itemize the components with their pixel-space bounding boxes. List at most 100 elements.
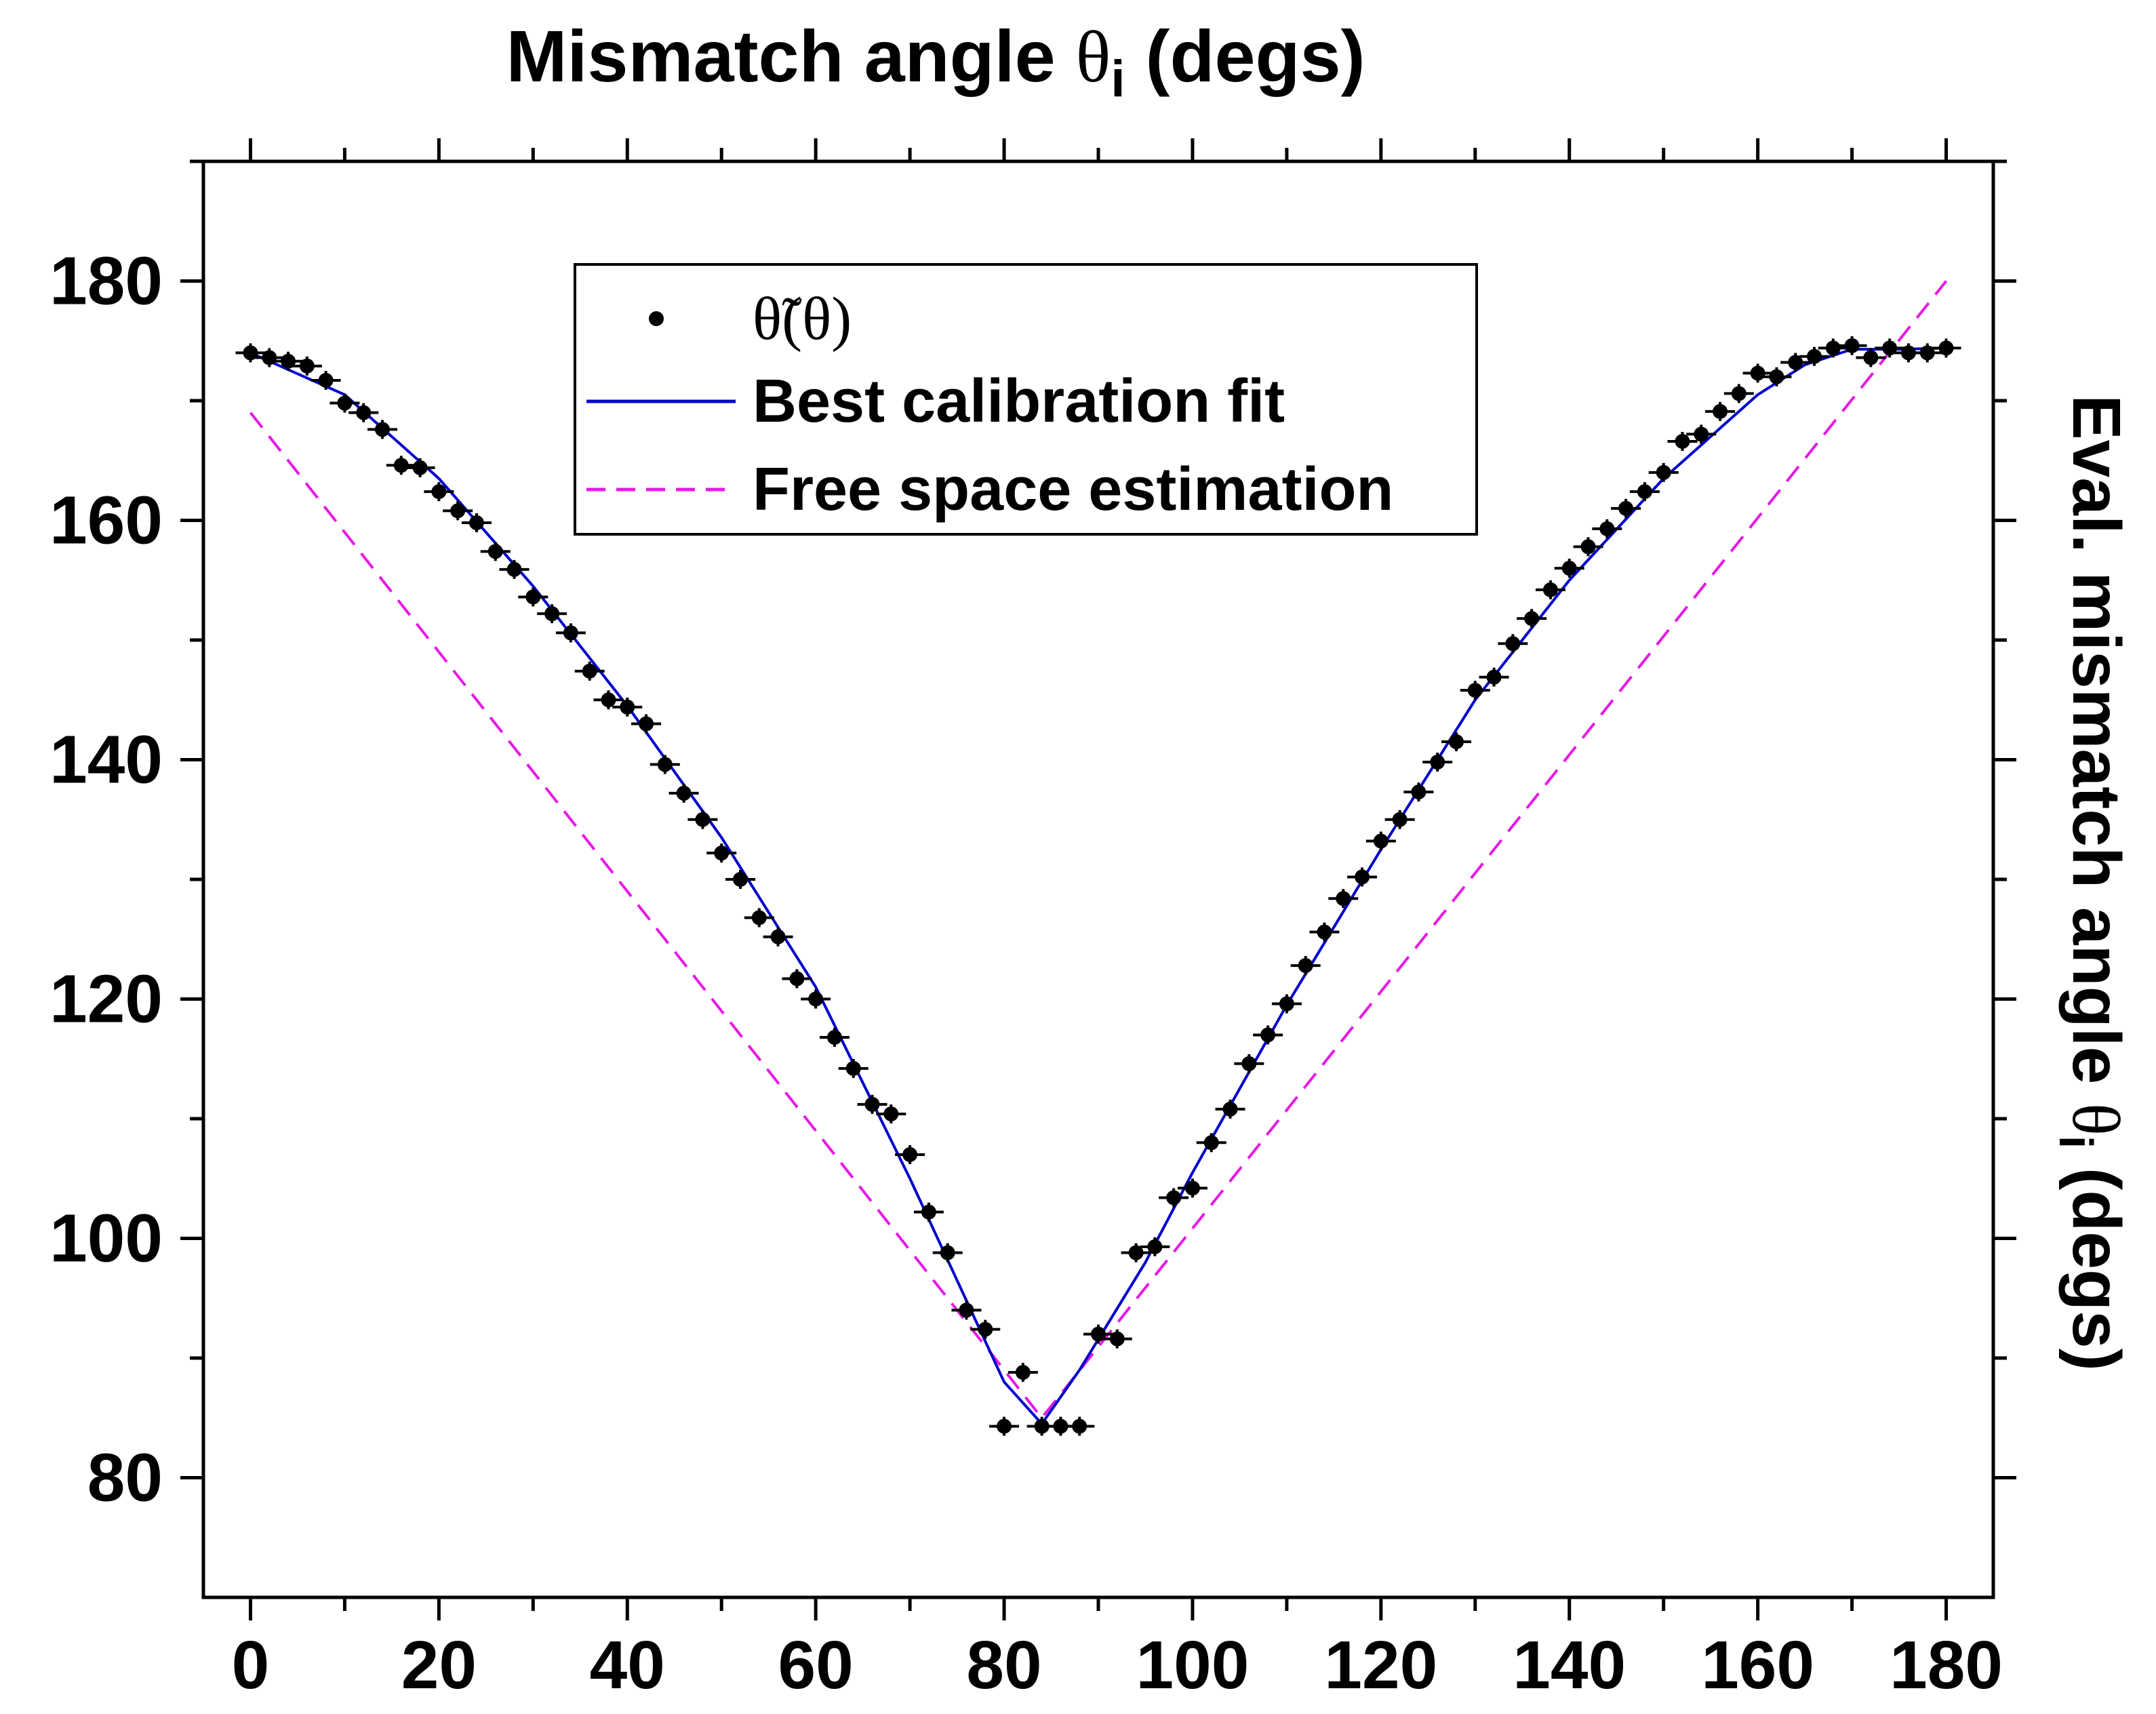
data-point (801, 989, 831, 1009)
data-point (706, 843, 737, 863)
point-marker (318, 372, 334, 388)
ylabel-tail: (degs) (2058, 1149, 2134, 1371)
point-marker (1656, 464, 1671, 480)
data-point (1479, 667, 1509, 687)
data-point (499, 559, 530, 579)
point-marker (1938, 340, 1954, 356)
point-marker (808, 991, 824, 1007)
point-marker (1279, 996, 1294, 1012)
data-point (763, 927, 793, 946)
data-point (876, 1104, 906, 1123)
data-point (1686, 424, 1717, 444)
point-marker (1900, 345, 1916, 361)
data-point (1837, 336, 1867, 355)
point-marker (921, 1204, 936, 1220)
point-marker (1750, 365, 1765, 381)
point-marker (1467, 683, 1483, 698)
data-point (1742, 363, 1773, 383)
point-marker (1882, 340, 1898, 356)
point-marker (845, 1060, 861, 1076)
data-point (1441, 732, 1471, 752)
point-marker (1694, 426, 1709, 442)
point-marker (940, 1245, 955, 1260)
ylabel-subscript: i (2050, 1136, 2102, 1149)
point-marker (639, 716, 654, 732)
data-point (348, 403, 379, 422)
x-tick-label: 180 (1890, 1627, 2003, 1703)
point-marker (393, 458, 409, 473)
data-point (292, 356, 322, 376)
point-marker (468, 515, 484, 531)
point-marker (1392, 812, 1408, 827)
data-point (612, 697, 643, 717)
x-tick-label: 40 (590, 1627, 665, 1703)
data-point (1083, 1324, 1113, 1344)
data-point (1253, 1025, 1283, 1045)
chart-title: Mismatch angle θi (degs) (506, 15, 1365, 108)
data-point (1723, 384, 1754, 403)
data-point (1140, 1237, 1170, 1256)
series-free-space-estimation (249, 280, 1948, 1420)
data-point (687, 810, 718, 829)
data-point (1705, 401, 1736, 421)
data-point (1535, 580, 1565, 599)
point-marker (1260, 1027, 1276, 1043)
data-point (235, 343, 266, 363)
series-best-calibration-fit (249, 346, 1947, 1426)
title-main: Mismatch angle (506, 15, 1075, 97)
point-marker (281, 353, 296, 369)
point-marker (506, 561, 522, 577)
y-tick-label: 100 (49, 1201, 163, 1277)
point-marker (770, 929, 786, 944)
data-point (330, 393, 360, 413)
data-point (574, 661, 605, 681)
point-marker (1825, 340, 1841, 356)
data-point (668, 783, 699, 803)
x-tick-label: 100 (1136, 1627, 1250, 1703)
point-marker (1411, 784, 1426, 800)
data-point (1761, 367, 1792, 386)
data-point (461, 513, 492, 533)
data-point (1554, 559, 1584, 578)
data-point (443, 501, 473, 521)
axis-tick-labels: 0 20 40 60 80 100 120 140 160 180 80 100 120 140 160 18… (49, 243, 2003, 1704)
point-marker (1731, 386, 1746, 401)
point-marker (1184, 1180, 1200, 1196)
data-point (1234, 1054, 1264, 1073)
data-point (1177, 1178, 1207, 1198)
point-marker (1769, 369, 1784, 384)
data-point (631, 714, 662, 734)
point-marker (959, 1302, 974, 1318)
point-marker (1599, 521, 1615, 536)
point-marker (997, 1418, 1012, 1434)
point-marker (525, 589, 541, 605)
y-tick-label: 140 (49, 722, 163, 798)
point-marker (1128, 1245, 1144, 1260)
data-point (1629, 482, 1660, 502)
point-marker (1807, 348, 1822, 364)
data-point (1328, 889, 1359, 909)
data-point (1064, 1416, 1095, 1436)
data-point (367, 420, 397, 439)
point-marker (1524, 611, 1540, 626)
data-point (405, 458, 435, 477)
data-point (1290, 956, 1321, 976)
data-point (1102, 1329, 1132, 1349)
data-point (970, 1319, 1001, 1339)
ylabel-main: Eval. mismatch angle (2058, 395, 2134, 1103)
point-marker (1675, 434, 1690, 450)
data-point (1045, 1416, 1076, 1436)
data-point (650, 755, 680, 774)
data-point (725, 870, 755, 889)
data-point (1196, 1133, 1226, 1153)
ylabel-symbol: θ (2058, 1103, 2134, 1136)
point-marker (1203, 1135, 1219, 1151)
point-marker (1109, 1331, 1125, 1347)
point-marker (1788, 355, 1803, 370)
data-point (1573, 537, 1603, 557)
data-point (1347, 867, 1378, 887)
data-point (989, 1416, 1020, 1436)
data-point (1780, 353, 1811, 372)
legend-label-free-space: Free space estimation (753, 456, 1393, 523)
